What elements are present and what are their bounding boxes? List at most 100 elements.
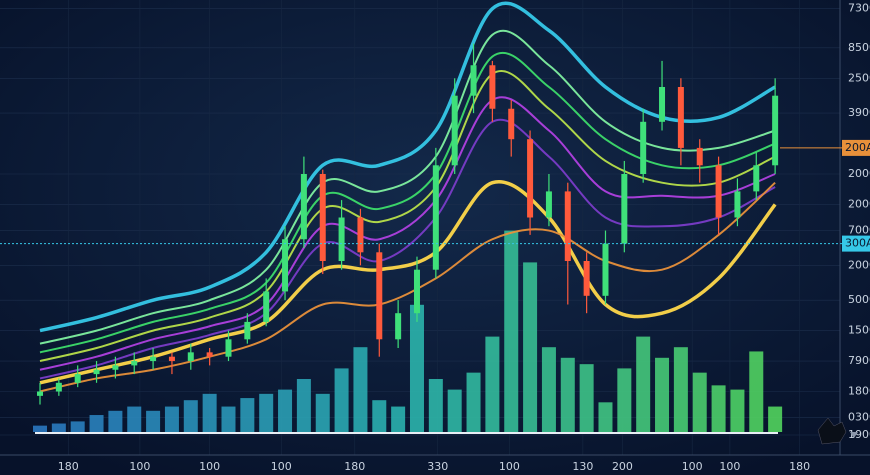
volume-bar: [240, 398, 255, 432]
candle-body: [244, 321, 251, 340]
volume: [32, 230, 783, 432]
volume-bar: [353, 347, 368, 432]
volume-bar: [89, 415, 104, 432]
x-tick-label: 130: [572, 460, 593, 473]
candle-body: [564, 191, 571, 261]
candle-body: [131, 361, 138, 366]
candle-body: [300, 174, 307, 240]
volume-bar: [221, 406, 236, 432]
volume-bar: [391, 406, 406, 432]
candle-body: [206, 352, 213, 357]
price-tag: [842, 235, 870, 252]
volume-bar: [447, 389, 462, 432]
candle-body: [168, 356, 175, 362]
volume-bar: [617, 368, 632, 432]
candle-body: [489, 65, 496, 109]
x-tick-label: 100: [499, 460, 520, 473]
corner-icon: [817, 417, 858, 445]
candle-body: [55, 382, 62, 392]
candle-body: [395, 313, 402, 340]
candle-body: [225, 339, 232, 357]
volume-bar: [466, 372, 481, 432]
moving-average-line: [39, 70, 776, 363]
x-tick-label: 100: [271, 460, 292, 473]
candle-body: [451, 95, 458, 166]
volume-bar: [409, 304, 424, 432]
x-tick-label: 100: [199, 460, 220, 473]
volume-bar: [127, 406, 142, 432]
candle-body: [282, 239, 289, 292]
x-tick-label: 100: [129, 460, 150, 473]
x-tick-label: 330: [427, 460, 448, 473]
volume-bar: [278, 389, 293, 432]
volume-bar: [711, 385, 726, 432]
y-tick-label: 7300: [848, 2, 870, 15]
candle-body: [527, 139, 534, 218]
candles: [36, 43, 779, 405]
candle-body: [621, 174, 628, 244]
y-tick-label: 7900: [848, 354, 870, 367]
moving-average-line: [39, 1, 776, 333]
volume-bar: [428, 379, 443, 432]
volume-bar: [202, 393, 217, 432]
volume-bar: [730, 389, 745, 432]
volume-bar: [598, 402, 613, 432]
candle-body: [640, 121, 647, 174]
candle-body: [715, 165, 722, 218]
candle-body: [187, 352, 194, 362]
volume-bar: [296, 379, 311, 432]
candle-body: [432, 165, 439, 270]
candle-body: [93, 369, 100, 375]
volume-bar: [692, 372, 707, 432]
volume-bar: [504, 230, 519, 432]
volume-bar: [32, 425, 47, 432]
price-tag: [842, 139, 870, 156]
y-tick-label: 5000: [848, 293, 870, 306]
y-tick-label: 1500: [848, 324, 870, 337]
y-tick-label: 2000: [848, 258, 870, 271]
volume-bar: [146, 410, 161, 432]
volume-bar: [259, 393, 274, 432]
y-tick-label: 2000: [848, 197, 870, 210]
candle-body: [508, 108, 515, 140]
candle-body: [772, 95, 779, 166]
volume-bar: [183, 400, 198, 432]
volume-bar: [579, 364, 594, 432]
volume-bar: [523, 262, 538, 432]
y-tick-label: 8500: [848, 41, 870, 54]
volume-bar: [51, 423, 66, 432]
candle-body: [376, 252, 383, 340]
x-tick-label: 100: [682, 460, 703, 473]
y-tick-label: 0300: [848, 411, 870, 424]
y-tick-label: 2500: [848, 71, 870, 84]
candle-body: [677, 87, 684, 148]
x-tick-label: 180: [58, 460, 79, 473]
volume-bar: [334, 368, 349, 432]
price-tag-label: 200A: [845, 141, 870, 154]
candle-body: [545, 191, 552, 218]
candle-body: [602, 243, 609, 296]
x-tick-label: 180: [789, 460, 810, 473]
candle-body: [112, 365, 119, 370]
volume-bar: [768, 406, 783, 432]
volume-bar: [372, 400, 387, 432]
candle-body: [470, 65, 477, 96]
volume-bar: [541, 347, 556, 432]
x-tick-label: 200: [612, 460, 633, 473]
candle-body: [357, 217, 364, 253]
volume-bar: [70, 421, 85, 432]
candle-body: [319, 174, 326, 261]
candle-body: [36, 391, 43, 396]
volume-bar: [315, 393, 330, 432]
price-tag-label: 300A: [845, 237, 870, 250]
candle-body: [734, 191, 741, 218]
candle-body: [583, 261, 590, 296]
candle-body: [753, 165, 760, 192]
moving-average-line: [39, 96, 776, 371]
volume-bar: [108, 410, 123, 432]
moving-average-line: [39, 118, 776, 380]
